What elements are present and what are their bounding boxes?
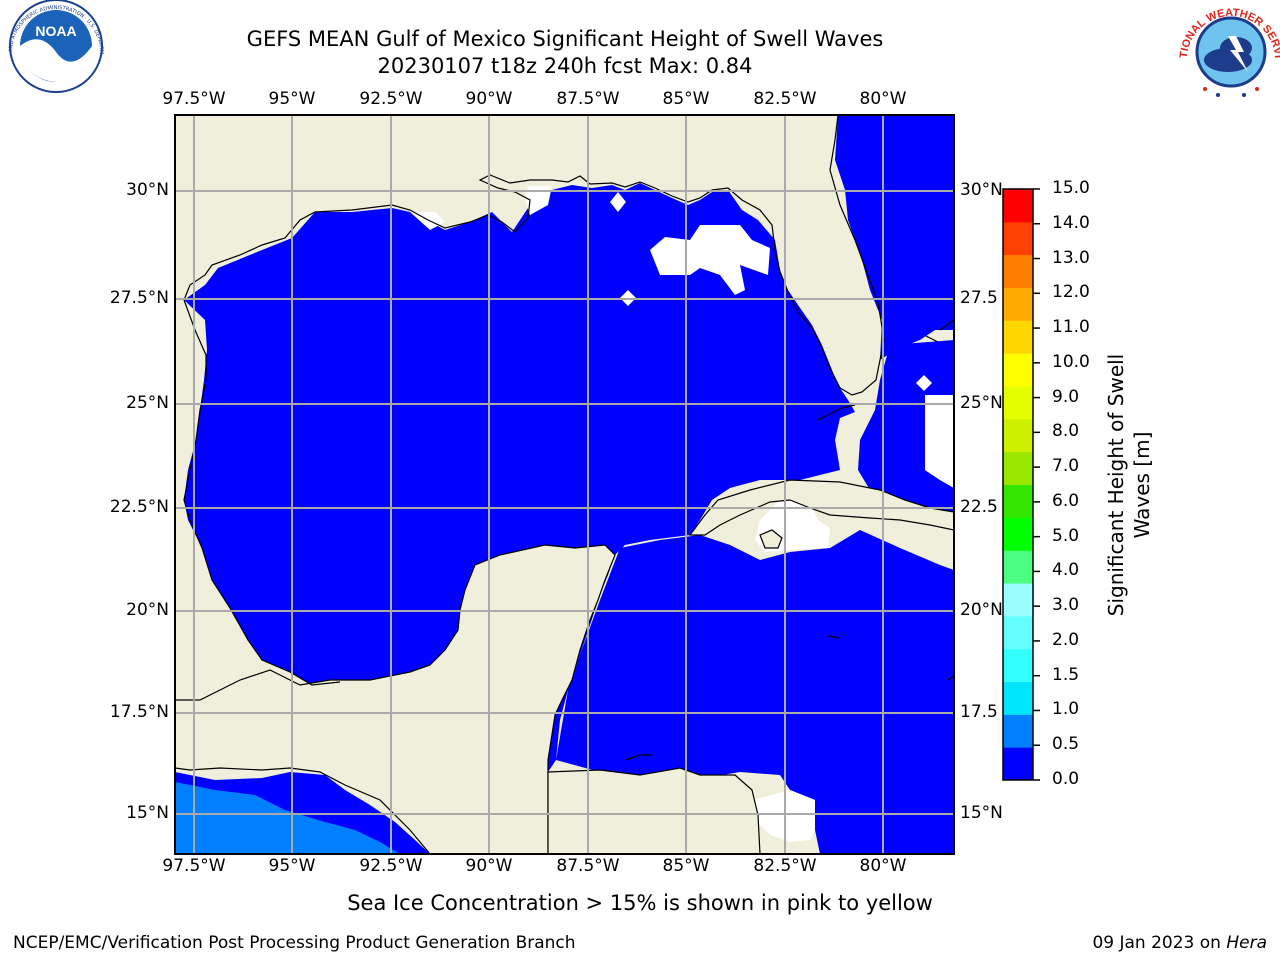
colorbar-segment [1003, 353, 1033, 387]
colorbar-label: Significant Height of Swell Waves [m] [1103, 354, 1155, 616]
colorbar-segment [1003, 221, 1033, 256]
chart-title-line2: 20230107 t18z 240h fcst Max: 0.84 [377, 54, 753, 78]
lon-label-top: 82.5°W [753, 89, 817, 109]
colorbar-tick-label: 6.0 [1052, 490, 1080, 511]
map-frame [174, 114, 955, 855]
lon-label-bottom: 90°W [465, 856, 513, 876]
lon-label-top: 85°W [662, 89, 710, 109]
lat-label-left: 20°N [126, 600, 169, 620]
colorbar-tick-label: 15.0 [1052, 178, 1090, 198]
footer-date: 09 Jan 2023 on Hera [1092, 933, 1267, 953]
colorbar-label-line2: Waves [m] [1130, 431, 1154, 539]
lat-label-right: 17.5 [960, 702, 998, 722]
colorbar-segment [1003, 747, 1033, 781]
footer-date-text: 09 Jan 2023 on [1092, 933, 1227, 953]
lat-label-left: 25°N [126, 393, 169, 413]
lat-label-right: 30°N [960, 180, 1003, 200]
noaa-logo-text: NOAA [35, 23, 76, 39]
sea-ice-note: Sea Ice Concentration > 15% is shown in … [347, 891, 933, 915]
nodata-patches [410, 186, 954, 842]
isla-juventud-land [759, 529, 783, 549]
colorbar-tick-label: 14.0 [1052, 212, 1090, 233]
lon-label-bottom: 85°W [662, 856, 710, 876]
lat-label-right: 25°N [960, 393, 1003, 413]
lat-label-right: 22.5 [960, 497, 998, 517]
colorbar-tick-label: 12.0 [1052, 282, 1090, 303]
colorbar-segment [1003, 418, 1033, 453]
yucatan-land [175, 544, 616, 854]
lon-label-bottom: 92.5°W [359, 856, 423, 876]
lon-label-top: 87.5°W [556, 89, 620, 109]
colorbar-tick-label: 8.0 [1052, 421, 1080, 442]
colorbar-tick-label: 11.0 [1052, 317, 1090, 338]
pacific-low-swell [175, 782, 400, 854]
graticule [175, 115, 954, 854]
lat-label-left: 27.5°N [109, 288, 169, 308]
colorbar-segment [1003, 189, 1033, 223]
lat-label-left: 15°N [126, 803, 169, 823]
colorbar-tick-label: 10.0 [1052, 351, 1090, 372]
lon-label-top: 92.5°W [359, 89, 423, 109]
colorbar-label-line1: Significant Height of Swell [1104, 353, 1128, 617]
svg-text:NATIONAL WEATHER SERVICE: NATIONAL WEATHER SERVICE [0, 0, 1280, 59]
colorbar-tick-label: 7.0 [1052, 456, 1080, 477]
noaa-logo: NOAA NATIONAL OCEANIC AND ATMOSPHERIC AD… [0, 0, 104, 93]
colorbar-tick-label: 2.0 [1052, 629, 1080, 650]
colorbar-tick-label: 3.0 [1052, 595, 1080, 616]
lon-label-top: 97.5°W [162, 89, 226, 109]
centralamerica-land [547, 767, 761, 854]
colorbar-segment [1003, 320, 1033, 354]
lon-label-bottom: 80°W [859, 856, 907, 876]
colorbar-segment [1003, 386, 1033, 420]
colorbar-segment [1003, 714, 1033, 748]
lat-label-left: 17.5°N [109, 702, 169, 722]
footer-machine: Hera [1226, 933, 1267, 953]
colorbar-tick-label: 9.0 [1052, 386, 1080, 407]
footer-branch: NCEP/EMC/Verification Post Processing Pr… [13, 933, 576, 953]
gulf-sea-field [184, 183, 855, 772]
colorbar-segment [1003, 648, 1033, 682]
chart-title-line1: GEFS MEAN Gulf of Mexico Significant Hei… [246, 27, 884, 51]
colorbar-segment [1003, 550, 1033, 584]
map-panel [175, 115, 954, 854]
lon-label-top: 90°W [465, 89, 513, 109]
colorbar-tick-label: 1.0 [1052, 699, 1080, 720]
nws-ring-text: NATIONAL WEATHER SERVICE [0, 0, 1280, 59]
colorbar-tick-label: 0.5 [1052, 734, 1080, 755]
colorbar-segment [1003, 254, 1033, 288]
colorbar-segment [1003, 615, 1033, 650]
colorbar-tick-label: 4.0 [1052, 560, 1080, 581]
colorbar-tick-label: 13.0 [1052, 247, 1090, 268]
lat-label-left: 30°N [126, 180, 169, 200]
colorbar-frame [1002, 188, 1034, 781]
colorbar-tick-label: 1.5 [1052, 664, 1080, 685]
lon-label-bottom: 95°W [268, 856, 316, 876]
colorbar [1003, 188, 1040, 781]
lat-label-left: 22.5°N [109, 497, 169, 517]
lon-label-bottom: 82.5°W [753, 856, 817, 876]
colorbar-segment [1003, 517, 1033, 551]
colorbar-segment [1003, 451, 1033, 485]
nws-logo: NATIONAL WEATHER SERVICE [0, 0, 1280, 98]
lon-label-bottom: 97.5°W [162, 856, 226, 876]
lon-label-top: 80°W [859, 89, 907, 109]
colorbar-segment [1003, 583, 1033, 617]
lat-label-right: 20°N [960, 600, 1003, 620]
lon-label-top: 95°W [268, 89, 316, 109]
colorbar-segment [1003, 484, 1033, 518]
lat-label-right: 27.5 [960, 288, 998, 308]
lon-label-bottom: 87.5°W [556, 856, 620, 876]
lat-label-right: 15°N [960, 803, 1003, 823]
colorbar-tick-label: 0.0 [1052, 769, 1080, 789]
colorbar-segment [1003, 287, 1033, 321]
colorbar-tick-label: 5.0 [1052, 525, 1080, 546]
colorbar-segment [1003, 681, 1033, 715]
